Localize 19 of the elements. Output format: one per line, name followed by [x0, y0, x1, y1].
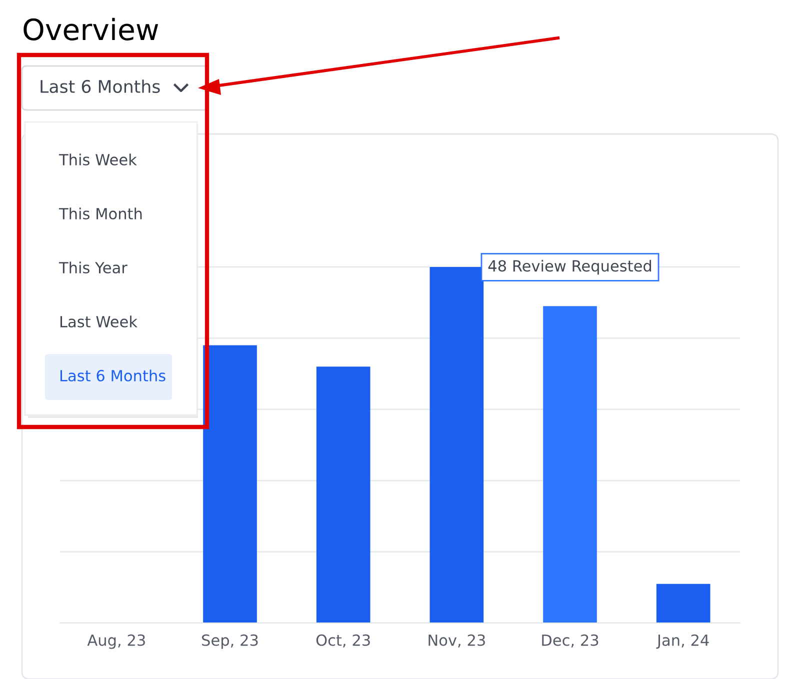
x-tick-label: Oct, 23: [316, 634, 370, 648]
bar: [543, 306, 597, 623]
text: Last 6 Months: [40, 80, 160, 94]
text: This Week: [58, 154, 137, 166]
x-tick-label: Jan, 24: [656, 634, 709, 649]
annotation: Last 6 Months: [60, 370, 166, 382]
x-tick-label: Sep, 23: [202, 634, 258, 649]
annotation: 48 Review Requested: [488, 260, 652, 275]
text: This Month: [58, 208, 142, 220]
annotation: This Year: [58, 262, 128, 274]
chart-title: Overview: [24, 18, 158, 40]
x-tick-label: Nov, 23: [428, 634, 485, 648]
x-tick-label: Dec, 23: [542, 634, 598, 648]
x-tick-label: Aug, 23: [87, 634, 145, 649]
bar: [430, 266, 484, 623]
bar: [203, 345, 257, 623]
annotation: Last Week: [60, 316, 138, 328]
bar: [316, 366, 370, 623]
bar: [656, 584, 710, 623]
